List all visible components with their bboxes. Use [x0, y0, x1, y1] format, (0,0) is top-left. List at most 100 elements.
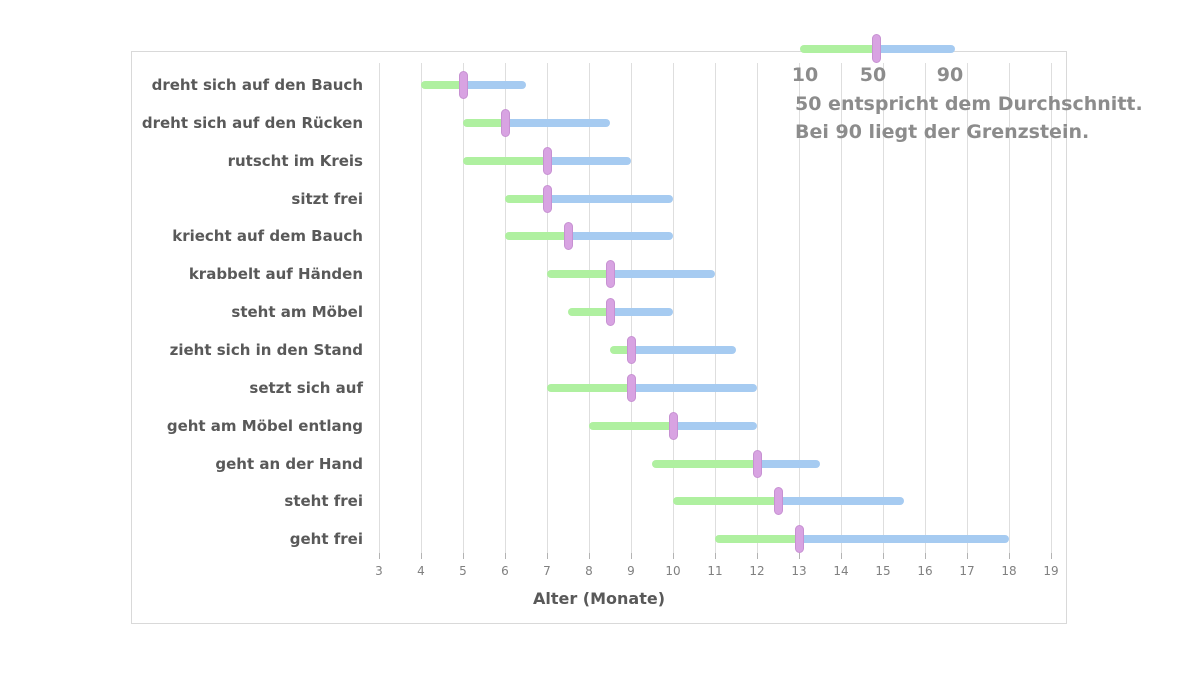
- axis-tick-month-6: [505, 553, 506, 559]
- range-bar-10-50: [568, 308, 610, 317]
- range-bar-10-50: [421, 81, 463, 89]
- axis-tick-month-17: [967, 553, 968, 559]
- axis-tick-month-8: [589, 553, 590, 559]
- axis-tick-month-12: [757, 553, 758, 559]
- gridline-month-12: [757, 63, 758, 553]
- range-bar-10-50: [610, 345, 631, 354]
- gridline-month-10: [673, 63, 674, 553]
- x-tick-label-13: 13: [791, 564, 807, 578]
- category-label: krabbelt auf Händen: [188, 265, 363, 284]
- range-bar-50-90: [631, 383, 757, 392]
- axis-tick-month-11: [715, 553, 716, 559]
- range-bar-10-50: [463, 118, 505, 127]
- range-bar-10-50: [589, 421, 673, 430]
- x-tick-label-19: 19: [1043, 564, 1059, 578]
- x-tick-label-9: 9: [627, 564, 635, 578]
- range-bar-10-50: [547, 270, 610, 279]
- gridline-month-4: [421, 63, 422, 553]
- x-tick-label-15: 15: [875, 564, 891, 578]
- x-axis-title: Alter (Monate): [532, 589, 666, 608]
- axis-tick-month-3: [379, 553, 380, 559]
- median-marker: [626, 373, 636, 402]
- axis-tick-month-9: [631, 553, 632, 559]
- range-bar-50-90: [547, 156, 631, 165]
- category-label: steht frei: [284, 492, 363, 511]
- category-label: geht frei: [289, 530, 363, 549]
- median-marker: [668, 411, 678, 440]
- x-tick-label-10: 10: [665, 564, 681, 578]
- gridline-month-6: [505, 63, 506, 553]
- range-bar-10-50: [673, 497, 778, 506]
- category-label: rutscht im Kreis: [227, 151, 363, 170]
- x-tick-label-17: 17: [959, 564, 975, 578]
- category-label: dreht sich auf den Rücken: [141, 113, 363, 132]
- gridline-month-14: [841, 63, 842, 553]
- gridline-month-18: [1009, 63, 1010, 553]
- gridline-month-5: [463, 63, 464, 553]
- chart-card: 3 4 5 6 7 8 9 10 11 12 13 14 15 16 17 18 19 dreht sich au…: [131, 51, 1067, 624]
- gridline-month-17: [967, 63, 968, 553]
- gridline-month-11: [715, 63, 716, 553]
- category-label: kriecht auf dem Bauch: [172, 227, 363, 246]
- range-bar-10-50: [715, 535, 799, 544]
- x-tick-label-5: 5: [459, 564, 467, 578]
- x-tick-label-6: 6: [501, 564, 509, 578]
- category-label: setzt sich auf: [249, 378, 363, 397]
- axis-tick-month-18: [1009, 553, 1010, 559]
- median-marker: [542, 184, 552, 213]
- range-bar-50-90: [778, 497, 904, 506]
- gridline-month-13: [799, 63, 800, 553]
- range-bar-10-50: [505, 194, 547, 203]
- axis-tick-month-10: [673, 553, 674, 559]
- range-bar-10-50: [505, 232, 568, 241]
- x-tick-label-3: 3: [375, 564, 383, 578]
- median-marker: [794, 525, 804, 554]
- median-marker: [542, 146, 552, 175]
- axis-tick-month-13: [799, 553, 800, 559]
- median-marker: [500, 108, 510, 137]
- gridline-month-8: [589, 63, 590, 553]
- axis-tick-month-15: [883, 553, 884, 559]
- range-bar-50-90: [463, 81, 526, 89]
- axis-tick-month-16: [925, 553, 926, 559]
- axis-tick-month-5: [463, 553, 464, 559]
- gridline-month-3: [379, 63, 380, 553]
- median-marker: [458, 71, 468, 99]
- median-marker: [605, 298, 615, 327]
- category-label: geht am Möbel entlang: [166, 416, 363, 435]
- range-bar-50-90: [799, 535, 1009, 544]
- gridline-month-16: [925, 63, 926, 553]
- range-bar-50-90: [610, 270, 715, 279]
- median-marker: [563, 222, 573, 251]
- range-bar-50-90: [610, 308, 673, 317]
- range-bar-50-90: [673, 421, 757, 430]
- x-tick-label-11: 11: [707, 564, 723, 578]
- axis-tick-month-19: [1051, 553, 1052, 559]
- range-bar-50-90: [631, 345, 736, 354]
- category-label: dreht sich auf den Bauch: [151, 76, 363, 94]
- x-tick-label-8: 8: [585, 564, 593, 578]
- x-tick-label-14: 14: [833, 564, 849, 578]
- x-tick-label-4: 4: [417, 564, 425, 578]
- x-tick-label-12: 12: [749, 564, 765, 578]
- plot-area: 3 4 5 6 7 8 9 10 11 12 13 14 15 16 17 18 19 dreht sich au…: [132, 52, 1066, 623]
- range-bar-10-50: [652, 459, 757, 468]
- axis-tick-month-7: [547, 553, 548, 559]
- range-bar-50-90: [757, 459, 820, 468]
- category-label: zieht sich in den Stand: [169, 340, 363, 359]
- category-label: steht am Möbel: [231, 303, 363, 322]
- axis-tick-month-4: [421, 553, 422, 559]
- x-tick-label-18: 18: [1001, 564, 1017, 578]
- range-bar-10-50: [547, 383, 631, 392]
- category-label: sitzt frei: [291, 189, 363, 208]
- x-tick-label-7: 7: [543, 564, 551, 578]
- range-bar-50-90: [547, 194, 673, 203]
- median-marker: [626, 335, 636, 364]
- gridline-month-15: [883, 63, 884, 553]
- gridline-month-7: [547, 63, 548, 553]
- range-bar-50-90: [568, 232, 673, 241]
- category-label: geht an der Hand: [215, 454, 363, 473]
- median-marker: [752, 449, 762, 478]
- range-bar-10-50: [463, 156, 547, 165]
- range-bar-50-90: [505, 118, 610, 127]
